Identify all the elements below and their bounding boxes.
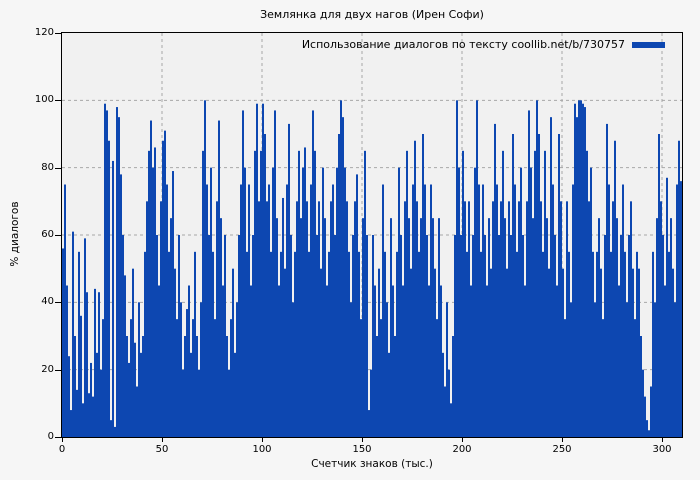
x-axis-label: Счетчик знаков (тыс.): [311, 458, 433, 470]
y-tick-label: 100: [34, 94, 54, 106]
x-tick-mark: [262, 438, 263, 442]
y-tick-mark: [55, 33, 61, 34]
legend: Использование диалогов по тексту coollib…: [302, 38, 665, 51]
y-tick-label: 0: [47, 431, 54, 442]
x-tick-mark: [562, 438, 563, 442]
y-tick-mark: [55, 167, 61, 169]
x-tick-label: 300: [652, 444, 672, 455]
chart-title: Землянка для двух нагов (Ирен Софи): [260, 8, 484, 21]
bars-svg: [62, 33, 682, 437]
y-tick-label: 60: [41, 229, 54, 240]
x-tick-mark: [62, 438, 63, 442]
legend-label: Использование диалогов по тексту coollib…: [301, 38, 625, 51]
x-tick-label: 200: [452, 444, 472, 455]
x-tick-label: 100: [252, 444, 272, 455]
y-tick-mark: [55, 437, 61, 438]
y-tick-mark: [55, 100, 61, 102]
x-tick-mark: [662, 438, 663, 442]
y-tick-label: 40: [41, 296, 54, 308]
x-tick-label: 0: [58, 444, 66, 455]
y-tick-mark: [55, 235, 61, 236]
x-tick-mark: [162, 438, 163, 442]
x-tick-label: 250: [552, 444, 572, 455]
y-tick-mark: [55, 369, 61, 371]
x-tick-label: 150: [352, 444, 372, 455]
y-tick-label: 120: [34, 27, 54, 38]
x-tick-mark: [462, 438, 463, 442]
plot-area: [61, 32, 683, 438]
y-tick-label: 20: [41, 363, 54, 375]
y-tick-mark: [55, 302, 61, 304]
x-tick-mark: [362, 438, 363, 442]
y-axis-label: % диалогов: [9, 201, 21, 267]
x-tick-label: 50: [155, 444, 169, 455]
y-tick-label: 80: [41, 161, 54, 173]
legend-swatch: [632, 41, 665, 48]
